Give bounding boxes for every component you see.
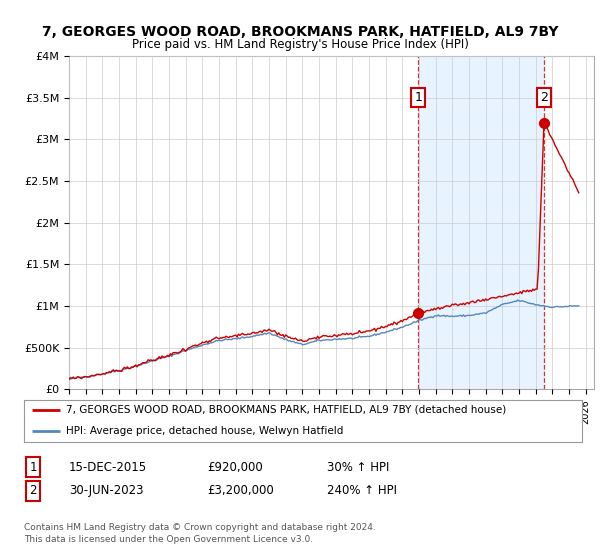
Text: Contains HM Land Registry data © Crown copyright and database right 2024.
This d: Contains HM Land Registry data © Crown c… <box>24 522 376 544</box>
Text: 7, GEORGES WOOD ROAD, BROOKMANS PARK, HATFIELD, AL9 7BY (detached house): 7, GEORGES WOOD ROAD, BROOKMANS PARK, HA… <box>66 405 506 414</box>
Bar <box>418 56 544 389</box>
Text: 240% ↑ HPI: 240% ↑ HPI <box>327 484 397 497</box>
Text: 30-JUN-2023: 30-JUN-2023 <box>69 484 143 497</box>
Text: £3,200,000: £3,200,000 <box>207 484 274 497</box>
Text: £920,000: £920,000 <box>207 460 263 474</box>
Text: 2: 2 <box>540 91 548 104</box>
Text: HPI: Average price, detached house, Welwyn Hatfield: HPI: Average price, detached house, Welw… <box>66 427 343 436</box>
Text: 2: 2 <box>29 484 37 497</box>
Text: 1: 1 <box>415 91 422 104</box>
Text: Price paid vs. HM Land Registry's House Price Index (HPI): Price paid vs. HM Land Registry's House … <box>131 38 469 51</box>
Text: 1: 1 <box>29 460 37 474</box>
Text: 15-DEC-2015: 15-DEC-2015 <box>69 460 147 474</box>
Text: 7, GEORGES WOOD ROAD, BROOKMANS PARK, HATFIELD, AL9 7BY: 7, GEORGES WOOD ROAD, BROOKMANS PARK, HA… <box>42 25 558 39</box>
Text: 30% ↑ HPI: 30% ↑ HPI <box>327 460 389 474</box>
